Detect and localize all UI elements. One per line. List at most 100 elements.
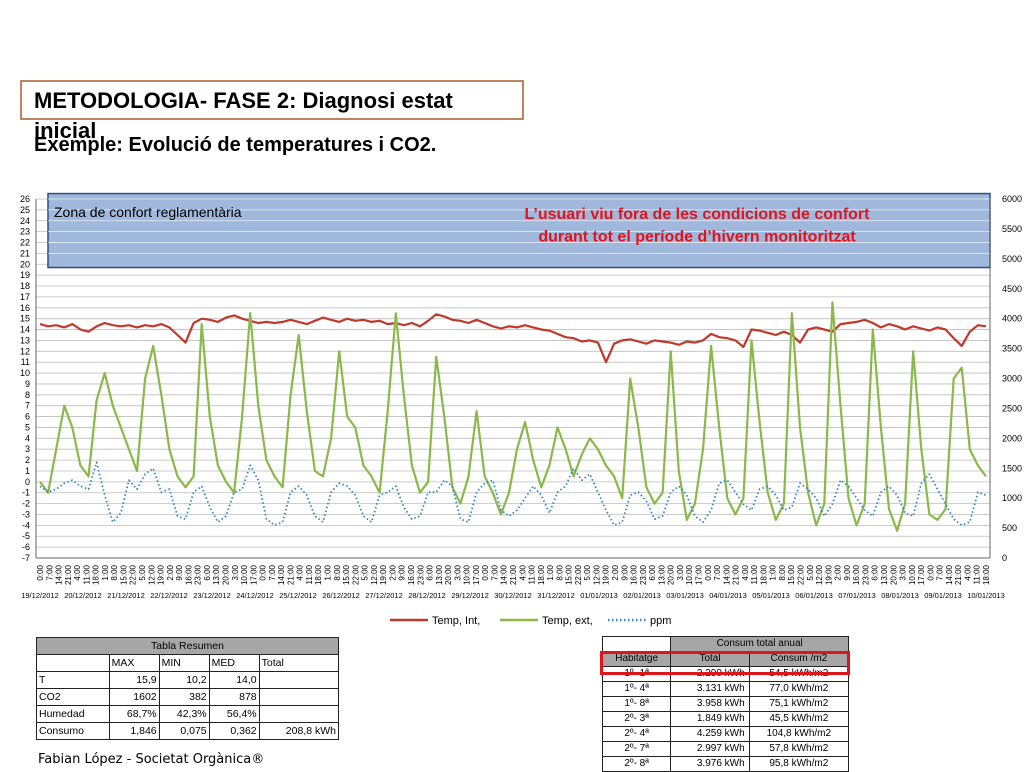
x-tick-label-time: 11:00: [82, 564, 91, 584]
summary-cell: 1,846: [108, 722, 160, 740]
x-tick-label-time: 0:00: [926, 564, 935, 580]
summary-cell: [258, 705, 340, 723]
x-tick-label-time: 6:00: [648, 564, 657, 580]
summary-cell: 10,2: [158, 671, 210, 689]
consumption-cell: 4.259 kWh: [670, 726, 750, 742]
consumption-cell: 2º- 4ª: [601, 726, 672, 742]
y-tick-label-right: 2000: [1002, 433, 1022, 443]
consumption-row: 2º- 3ª 1.849 kWh 45,5 kWh/m2: [601, 711, 850, 727]
consumption-cell: 3.131 kWh: [670, 681, 750, 697]
y-tick-label-left: -7: [22, 553, 30, 563]
x-tick-label-time: 16:00: [407, 564, 416, 585]
x-tick-label-time: 14:00: [500, 564, 509, 585]
slide-title: METODOLOGIA- FASE 2: Diagnosi estat inic…: [34, 88, 453, 143]
x-tick-label-time: 9:00: [620, 564, 629, 580]
consumption-cell: 3.976 kWh: [670, 756, 750, 772]
x-tick-label-time: 14:00: [945, 564, 954, 585]
footer-credit: Fabian López - Societat Orgànica®: [38, 752, 265, 767]
x-tick-label-time: 16:00: [184, 564, 193, 585]
x-tick-label-time: 10:00: [463, 564, 472, 585]
x-tick-label-time: 10:00: [240, 564, 249, 585]
summary-header-cell: MIN: [158, 654, 210, 672]
consumption-cell: 2.997 kWh: [670, 741, 750, 757]
y-tick-label-right: 5000: [1002, 254, 1022, 264]
consumption-cell: 77,0 kWh/m2: [748, 681, 850, 697]
y-tick-label-left: 6: [25, 412, 30, 422]
y-tick-label-right: 4500: [1002, 284, 1022, 294]
x-tick-label-date: 25/12/2012: [279, 591, 317, 600]
x-tick-label-time: 17:00: [249, 564, 258, 585]
slide-subtitle: Exemple: Evolució de temperatures i CO2.: [34, 134, 437, 156]
x-tick-label-time: 22:00: [574, 564, 583, 585]
consumption-cell: 2º- 3ª: [601, 711, 672, 727]
x-tick-label-time: 8:00: [555, 564, 564, 580]
x-tick-label-time: 22:00: [797, 564, 806, 585]
x-tick-label-time: 4:00: [518, 564, 527, 580]
x-tick-label-date: 10/01/2013: [967, 591, 1005, 600]
summary-cell: 68,7%: [108, 705, 160, 723]
x-tick-label-date: 28/12/2012: [408, 591, 446, 600]
x-tick-label-time: 23:00: [861, 564, 870, 585]
summary-cell: 15,9: [108, 671, 160, 689]
x-tick-label-time: 10:00: [685, 564, 694, 585]
x-tick-label-time: 5:00: [806, 564, 815, 580]
summary-cell: 878: [208, 688, 260, 706]
x-tick-label-time: 2:00: [388, 564, 397, 580]
x-tick-label-date: 23/12/2012: [193, 591, 231, 600]
legend-label: Temp, Int,: [432, 615, 480, 627]
summary-cell: 42,3%: [158, 705, 210, 723]
y-tick-label-left: 18: [20, 281, 30, 291]
x-tick-label-time: 22:00: [129, 564, 138, 585]
slide-title-box: METODOLOGIA- FASE 2: Diagnosi estat inic…: [20, 80, 524, 143]
y-tick-label-left: 0: [25, 477, 30, 487]
y-tick-label-left: 9: [25, 379, 30, 389]
x-tick-label-time: 20:00: [667, 564, 676, 585]
x-tick-label-time: 15:00: [342, 564, 351, 585]
x-tick-label-time: 13:00: [880, 564, 889, 585]
x-tick-label-time: 23:00: [639, 564, 648, 585]
y-tick-label-left: 24: [20, 216, 30, 226]
y-tick-label-right: 2500: [1002, 403, 1022, 413]
y-tick-label-left: -1: [22, 488, 30, 498]
summary-header-cell: Total: [258, 654, 340, 672]
summary-header-cell: MED: [208, 654, 260, 672]
x-tick-label-time: 2:00: [166, 564, 175, 580]
y-tick-label-right: 4000: [1002, 314, 1022, 324]
x-tick-label-time: 4:00: [73, 564, 82, 580]
summary-cell: Humedad: [36, 705, 110, 723]
y-tick-label-right: 1500: [1002, 463, 1022, 473]
x-tick-label-time: 16:00: [630, 564, 639, 585]
x-tick-label-date: 24/12/2012: [236, 591, 274, 600]
series-line-tempext: [39, 301, 987, 532]
consumption-row: 1º- 8ª 3.958 kWh 75,1 kWh/m2: [601, 696, 850, 712]
x-tick-label-time: 23:00: [194, 564, 203, 585]
x-tick-label-time: 21:00: [286, 564, 295, 585]
comfort-zone-label: Zona de confort reglamentària: [54, 204, 242, 220]
x-tick-label-time: 7:00: [45, 564, 54, 580]
comfort-zone: [47, 192, 991, 269]
x-tick-label-time: 14:00: [55, 564, 64, 585]
x-tick-label-time: 18:00: [92, 564, 101, 585]
summary-cell: [258, 671, 340, 689]
x-tick-label-time: 5:00: [583, 564, 592, 580]
y-tick-label-right: 3500: [1002, 344, 1022, 354]
y-tick-label-left: 26: [20, 194, 30, 204]
y-tick-label-right: 3000: [1002, 374, 1022, 384]
x-tick-label-date: 31/12/2012: [537, 591, 575, 600]
y-tick-label-left: 1: [25, 466, 30, 476]
x-tick-label-time: 23:00: [416, 564, 425, 585]
x-tick-label-date: 02/01/2013: [623, 591, 661, 600]
consumption-header-row: Habitatge Total Consum /m2: [601, 651, 850, 667]
consumption-cell: 57,8 kWh/m2: [748, 741, 850, 757]
y-tick-label-left: 15: [20, 314, 30, 324]
x-tick-label-time: 7:00: [713, 564, 722, 580]
consumption-row: 1º- 4ª 3.131 kWh 77,0 kWh/m2: [601, 681, 850, 697]
x-tick-label-time: 12:00: [592, 564, 601, 585]
consumption-cell: 75,1 kWh/m2: [748, 696, 850, 712]
x-tick-label-date: 22/12/2012: [150, 591, 188, 600]
x-tick-label-time: 17:00: [694, 564, 703, 585]
x-tick-label-time: 14:00: [722, 564, 731, 585]
y-tick-label-left: 8: [25, 390, 30, 400]
y-tick-label-left: -3: [22, 509, 30, 519]
x-tick-label-time: 0:00: [259, 564, 268, 580]
